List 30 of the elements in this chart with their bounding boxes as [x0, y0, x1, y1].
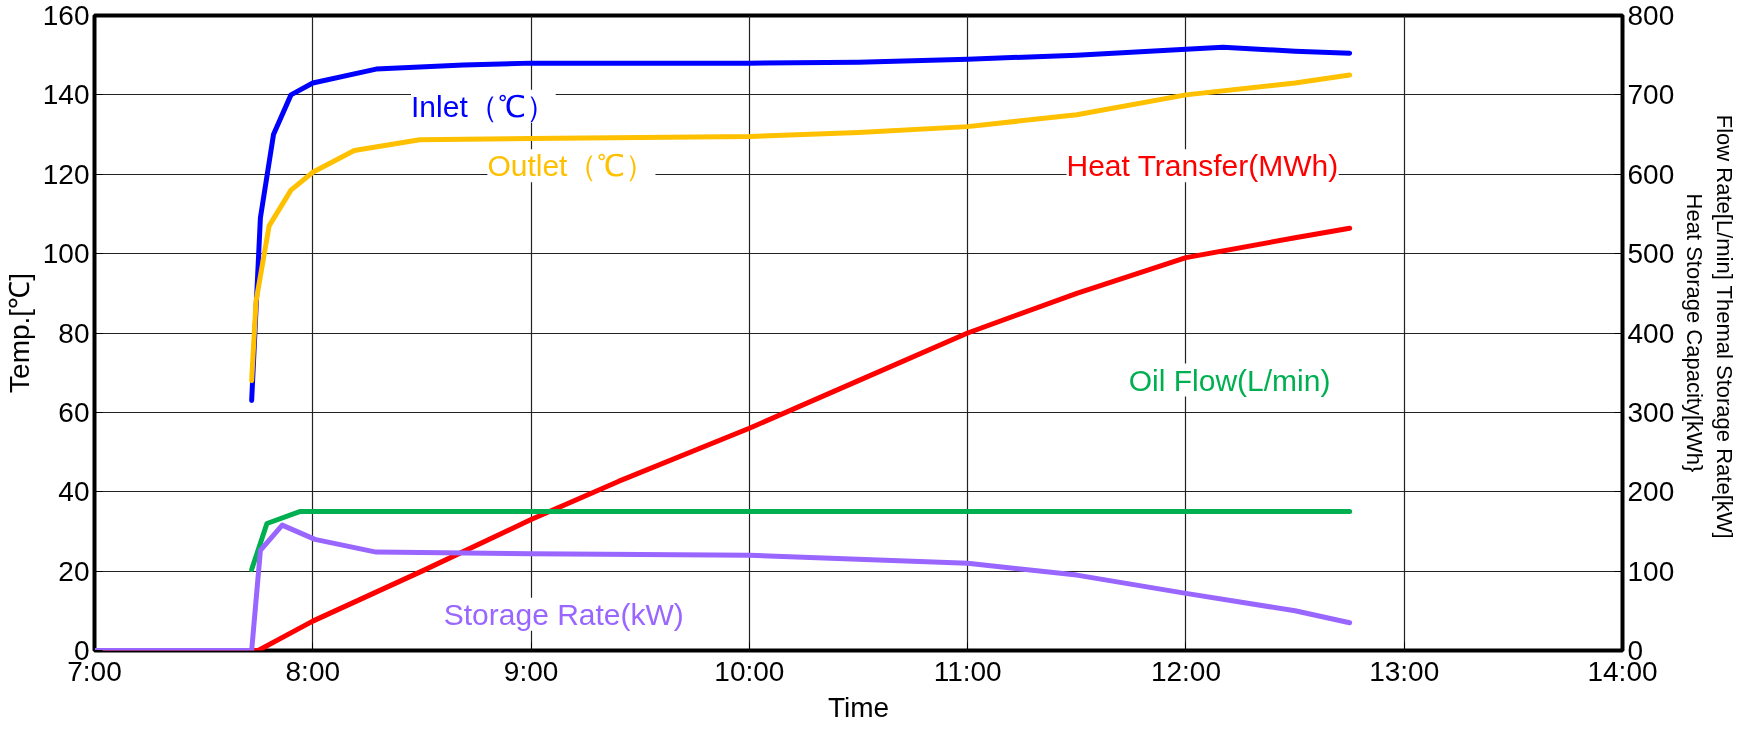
series-label: Inlet（℃）: [411, 89, 556, 123]
y-tick-label: 60: [58, 396, 90, 428]
y-tick-label: 40: [58, 476, 90, 508]
x-tick-label: 12:00: [1150, 655, 1221, 687]
y2-tick-label: 100: [1627, 555, 1675, 587]
y2-axis-title: Flow Rate[L/min] Themal Storage Rate[kW] Heat Storage Capacity[kWh}: [1682, 114, 1738, 539]
x-tick-label: 8:00: [285, 655, 341, 687]
text: Oil Flow(L/min): [1128, 363, 1331, 397]
y2-tick-label: 700: [1627, 79, 1675, 111]
x-axis-title: Time: [827, 691, 890, 723]
series-label: Outlet（℃）: [487, 149, 656, 183]
y-tick-label: 160: [42, 0, 90, 31]
y2-tick-label: 600: [1627, 158, 1675, 190]
y2-tick-label: 200: [1627, 476, 1675, 508]
series-label: Heat Transfer(MWh): [1066, 149, 1339, 183]
series-label: Storage Rate(kW): [443, 597, 684, 631]
y-tick-label: 120: [42, 158, 90, 190]
y-tick-label: 80: [58, 317, 90, 349]
y-tick-label: 100: [42, 238, 90, 270]
x-tick-label: 10:00: [714, 655, 785, 687]
y-tick-label: 140: [42, 79, 90, 111]
x-tick-label: 9:00: [503, 655, 559, 687]
y2-tick-label: 400: [1627, 317, 1675, 349]
y-axis-title: Temp.[℃]: [3, 273, 35, 393]
y2-tick-label: 800: [1627, 0, 1675, 31]
x-tick-label: 11:00: [933, 655, 1002, 687]
y2-tick-label: 300: [1627, 396, 1675, 428]
x-tick-label: 13:00: [1369, 655, 1440, 687]
y2-tick-label: 500: [1627, 238, 1675, 270]
y-tick-label: 20: [58, 555, 90, 587]
